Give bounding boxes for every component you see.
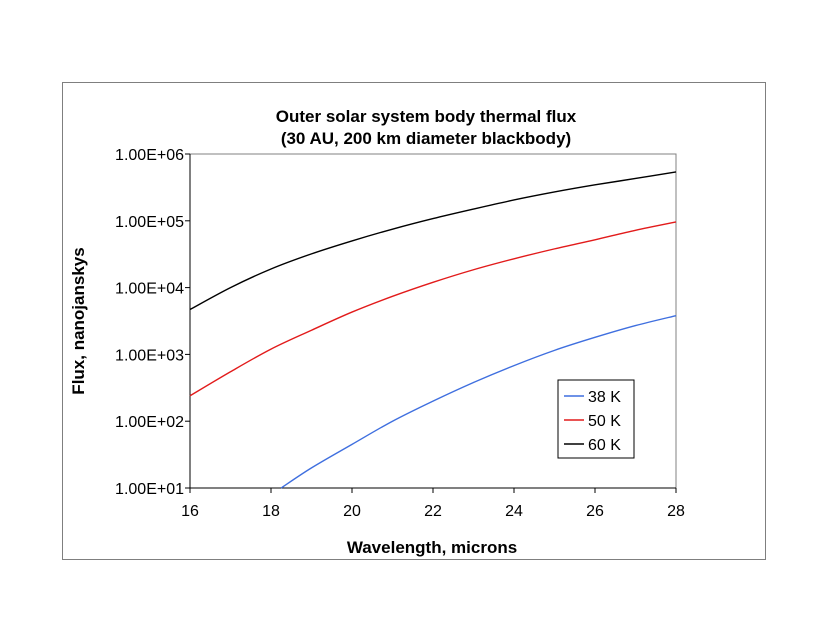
- x-tick-label: 20: [343, 503, 361, 520]
- x-tick-label: 22: [424, 503, 442, 520]
- y-tick-label: 1.00E+04: [115, 281, 184, 298]
- y-tick-label: 1.00E+03: [115, 347, 184, 364]
- legend-box: [557, 379, 635, 459]
- y-tick-label: 1.00E+05: [115, 214, 184, 231]
- series-line-38k: [280, 314, 677, 489]
- chart-title: Outer solar system body thermal flux: [276, 107, 577, 126]
- x-tick-label: 16: [181, 503, 199, 520]
- series-lines: [189, 171, 677, 489]
- x-axis: 16 18 20 22 24 26 28: [181, 487, 685, 520]
- series-line-50k: [189, 221, 677, 397]
- y-tick-label: 1.00E+02: [115, 414, 184, 431]
- x-tick-label: 24: [505, 503, 523, 520]
- y-tick-label: 1.00E+01: [115, 481, 184, 498]
- y-axis: 1.00E+01 1.00E+02 1.00E+03 1.00E+04 1.00E+05…: [115, 147, 191, 498]
- legend-label-50k: 50 K: [588, 413, 621, 430]
- y-tick-label: 1.00E+06: [115, 147, 184, 164]
- x-tick-label: 18: [262, 503, 280, 520]
- legend: 38 K 50 K 60 K: [557, 379, 635, 459]
- legend-label-38k: 38 K: [588, 389, 621, 406]
- series-line-60k: [189, 171, 677, 311]
- chart-area: [62, 82, 766, 560]
- chart-subtitle: (30 AU, 200 km diameter blackbody): [281, 129, 571, 148]
- x-tick-label: 28: [667, 503, 685, 520]
- x-axis-title: Wavelength, microns: [347, 538, 517, 557]
- legend-label-60k: 60 K: [588, 437, 621, 454]
- x-tick-label: 26: [586, 503, 604, 520]
- y-axis-title: Flux, nanojanskys: [69, 247, 88, 394]
